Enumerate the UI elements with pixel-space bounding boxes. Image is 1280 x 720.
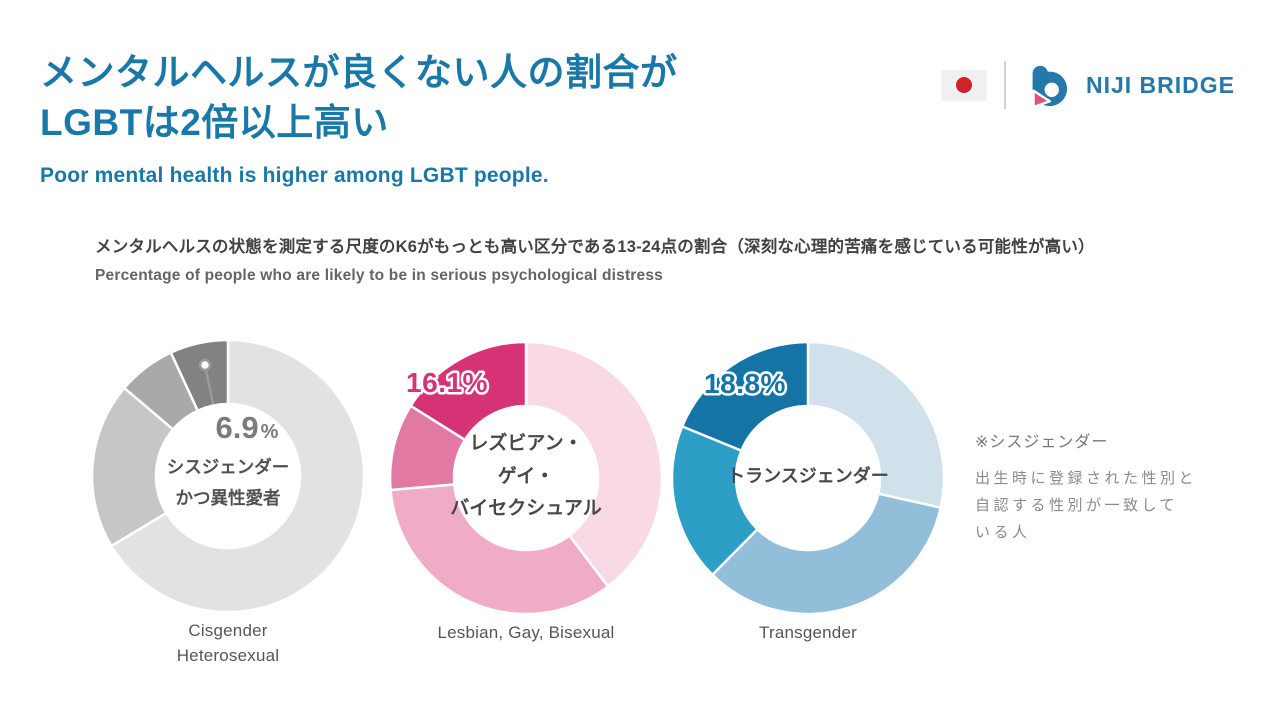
chart-caption: Transgender xyxy=(759,623,857,642)
logo-pink-triangle xyxy=(1032,89,1051,108)
donut-segment-highlight xyxy=(680,340,810,453)
donut-chart-transgender: 18.8% xyxy=(670,340,946,616)
donut-segment xyxy=(524,340,664,589)
japan-flag-sun xyxy=(955,77,972,93)
footnote-title: ※シスジェンダー xyxy=(975,434,1109,451)
chart-group-lesbian-gay-bisexual: 16.1% レズビアン・ ゲイ・ バイセクシュアル Lesbian, Gay, … xyxy=(386,338,666,642)
footnote-body: 出生時に登録された性別と 自認する性別が一致して いる人 xyxy=(975,470,1198,541)
donut-segment-highlight xyxy=(408,340,528,442)
footnote: ※シスジェンダー 出生時に登録された性別と 自認する性別が一致して いる人 xyxy=(975,428,1220,546)
value-label: 18.8% xyxy=(704,368,786,399)
logo-b-stem xyxy=(1032,65,1048,95)
chart-caption: Cisgender Heterosexual xyxy=(176,621,280,665)
brand-name: NIJI BRIDGE xyxy=(1085,71,1235,98)
chart-caption: Lesbian, Gay, Bisexual xyxy=(437,623,615,642)
value-label: 6.9% xyxy=(216,410,279,445)
value-label: 16.1% xyxy=(406,367,488,398)
page-title-line1: メンタルヘルスが良くない人の割合が xyxy=(40,52,678,93)
donut-segment-highlight xyxy=(169,338,230,413)
donut-center-label: トランスジェンダー xyxy=(727,466,889,486)
page-subtitle: Poor mental health is higher among LGBT … xyxy=(40,164,549,187)
donut-segment xyxy=(90,386,175,548)
page-title: メンタルヘルスが良くない人の割合が LGBTは2倍以上高い xyxy=(40,48,678,149)
donut-segment xyxy=(806,340,946,510)
chart-description-en: Percentage of people who are likely to b… xyxy=(95,267,664,284)
japan-flag-icon xyxy=(940,69,987,101)
donut-center-label: シスジェンダー かつ異性愛者 xyxy=(166,457,290,508)
logo-divider xyxy=(1003,61,1006,109)
page-title-line2: LGBTは2倍以上高い xyxy=(40,102,389,144)
logo-b-counter xyxy=(1044,82,1059,97)
donut-segment xyxy=(710,492,943,616)
chart-description: メンタルヘルスの状態を測定する尺度のK6がもっとも高い区分である13-24点の割… xyxy=(95,233,1095,285)
donut-chart-cisgender-heterosexual: 6.9% xyxy=(90,338,366,614)
niji-bridge-logo-icon xyxy=(1032,65,1068,108)
chart-description-jp: メンタルヘルスの状態を測定する尺度のK6がもっとも高い区分である13-24点の割… xyxy=(95,238,1095,256)
callout-dot-icon xyxy=(198,358,212,372)
chart-group-cisgender-heterosexual: 6.9% シスジェンダー かつ異性愛者 Cisgender Heterosexu… xyxy=(88,336,368,665)
logo-block: NIJI BRIDGE xyxy=(940,60,1235,110)
donut-chart-lesbian-gay-bisexual: 16.1% xyxy=(388,340,664,616)
donut-segment xyxy=(109,338,366,614)
donut-center-label: レズビアン・ ゲイ・ バイセクシュアル xyxy=(450,433,602,520)
donut-segment xyxy=(389,482,610,616)
chart-group-transgender: 18.8% トランスジェンダー Transgender xyxy=(668,338,948,642)
callout-line xyxy=(203,364,215,405)
